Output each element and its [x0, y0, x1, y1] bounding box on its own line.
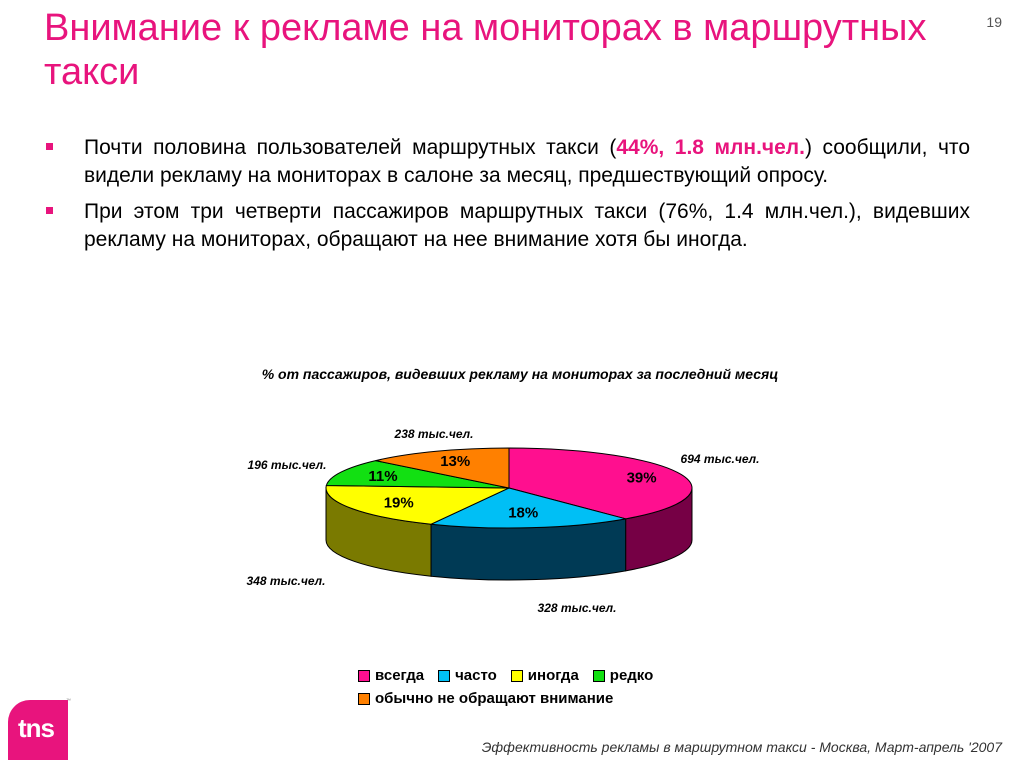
legend-item-sometimes: иногда — [510, 667, 579, 684]
legend-label: всегда — [375, 667, 425, 684]
pie-people-label: 328 тыс.чел. — [538, 601, 617, 615]
tns-logo: tns — [8, 700, 68, 760]
pie-percent-label: 11% — [368, 468, 397, 485]
bullet-square-icon — [46, 143, 53, 150]
legend-label: иногда — [527, 667, 579, 684]
pie-percent-label: 13% — [440, 453, 470, 470]
bullet-square-icon — [46, 207, 53, 214]
slide-title: Внимание к рекламе на мониторах в маршру… — [44, 7, 927, 93]
page-number: 19 — [986, 14, 1002, 30]
pie-people-label: 238 тыс.чел. — [394, 427, 474, 441]
logo-text: tns — [18, 713, 55, 743]
bullet-text-end: ) сообщили, что видели рекламу на монито… — [84, 136, 970, 187]
bullet-highlight: 44%, 1.8 млн.чел. — [616, 136, 805, 159]
pie-people-label: 694 тыс.чел. — [681, 452, 760, 466]
bullet-list: Почти половина пользователей маршрутных … — [44, 134, 970, 262]
pie-slice-3 — [325, 460, 510, 489]
legend-item-always: всегда — [358, 667, 424, 684]
chart-legend: всегда часто иногда редко обычно не обра… — [358, 664, 758, 710]
legend-label: часто — [455, 667, 497, 684]
legend-swatch — [358, 669, 370, 682]
pie-slice-0 — [508, 447, 693, 520]
pie-slice-4 — [375, 447, 510, 489]
legend-swatch — [510, 669, 523, 682]
pie-people-label: 348 тыс.чел. — [247, 574, 326, 588]
legend-swatch — [358, 692, 370, 705]
bullet-text-start: Почти половина пользователей маршрутных … — [84, 136, 617, 159]
pie-percent-label: 19% — [384, 494, 414, 511]
legend-swatch — [438, 669, 451, 682]
bullet-item: Почти половина пользователей маршрутных … — [44, 134, 970, 190]
pie-percent-label: 18% — [508, 505, 538, 522]
legend-label: редко — [609, 667, 654, 684]
chart-title: % от пассажиров, видевших рекламу на мон… — [261, 366, 779, 382]
pie-slice-2 — [325, 484, 510, 525]
pie-percent-label: 39% — [627, 470, 657, 487]
pie-people-label: 196 тыс.чел. — [248, 458, 327, 472]
legend-item-rarely: редко — [592, 667, 654, 684]
footer-caption: Эффективность рекламы в маршрутном такси… — [481, 739, 1002, 755]
legend-item-often: часто — [438, 667, 497, 684]
legend-item-no-attention: обычно не обращают внимание — [358, 690, 613, 707]
legend-row: обычно не обращают внимание — [358, 687, 758, 710]
legend-swatch — [592, 669, 605, 682]
legend-label: обычно не обращают внимание — [375, 690, 614, 707]
legend-row: всегда часто иногда редко — [358, 664, 758, 687]
logo-trademark: ™ — [66, 698, 71, 704]
pie-slice-1 — [429, 487, 626, 529]
bullet-item: При этом три четверти пассажиров маршрут… — [44, 198, 970, 254]
bullet-text: При этом три четверти пассажиров маршрут… — [84, 200, 970, 251]
